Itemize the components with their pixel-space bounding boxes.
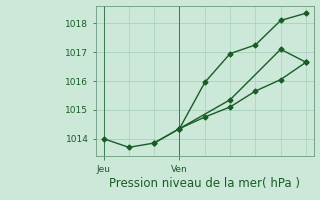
X-axis label: Pression niveau de la mer( hPa ): Pression niveau de la mer( hPa ): [109, 177, 300, 190]
